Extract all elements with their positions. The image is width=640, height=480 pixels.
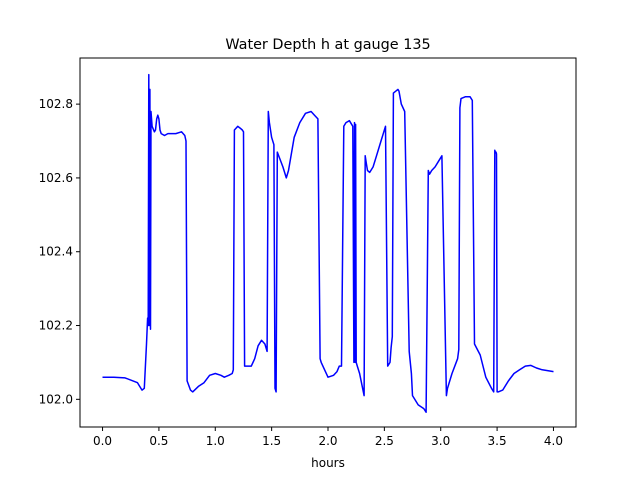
y-axis: 102.0 102.2 102.4 102.6 102.8 xyxy=(39,97,80,406)
x-tick-label: 4.0 xyxy=(544,434,563,448)
y-tick-label: 102.4 xyxy=(39,245,73,259)
x-axis: 0.0 0.5 1.0 1.5 2.0 2.5 3.0 3.5 4.0 xyxy=(93,427,563,448)
y-tick-label: 102.2 xyxy=(39,319,73,333)
plot-area-frame xyxy=(79,57,577,428)
x-tick-label: 2.0 xyxy=(318,434,337,448)
y-tick-label: 102.0 xyxy=(39,392,73,406)
series-line xyxy=(102,73,554,413)
x-tick-label: 3.0 xyxy=(431,434,450,448)
x-tick-label: 1.5 xyxy=(262,434,281,448)
y-tick-label: 102.8 xyxy=(39,97,73,111)
x-tick-label: 0.0 xyxy=(93,434,112,448)
y-tick-label: 102.6 xyxy=(39,171,73,185)
x-tick-label: 1.0 xyxy=(206,434,225,448)
chart-title: Water Depth h at gauge 135 xyxy=(225,37,430,53)
x-tick-label: 0.5 xyxy=(149,434,168,448)
x-tick-label: 3.5 xyxy=(488,434,507,448)
x-axis-label: hours xyxy=(311,456,345,470)
x-tick-label: 2.5 xyxy=(375,434,394,448)
